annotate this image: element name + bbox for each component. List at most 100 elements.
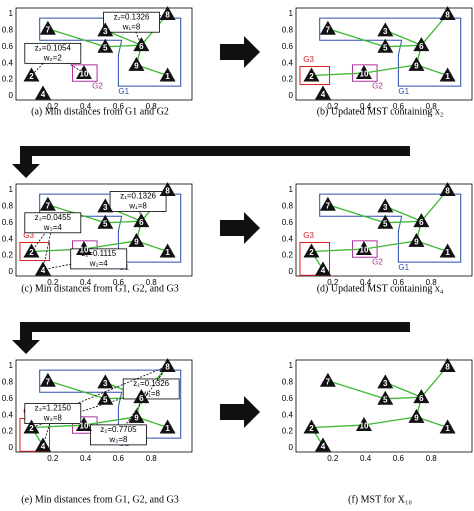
node-triangle xyxy=(377,38,394,53)
node-label: 4 xyxy=(321,266,326,275)
node-triangle xyxy=(377,390,394,405)
node-triangle xyxy=(34,437,51,452)
node-label: 6 xyxy=(139,394,144,403)
plot-frame xyxy=(295,183,473,277)
annotation-text: w₂=2 xyxy=(43,53,63,62)
node-label: 1 xyxy=(165,72,170,81)
caption: (c) Min distances from G1, G2, and G3 xyxy=(21,283,178,294)
node-triangle xyxy=(377,22,394,37)
node-label: 9 xyxy=(134,237,139,246)
annotation-box xyxy=(24,42,82,64)
node-triangle xyxy=(133,389,150,404)
panel: 0 0.2 0.4 0.6 0.8 1 0.2 0.4 0.6 0.8 G1 G2 G3 1 2 3 4 5 6 7 8… xyxy=(282,6,473,117)
group-label: G3 xyxy=(303,231,314,240)
group-label: G1 xyxy=(398,87,409,96)
node-label: 6 xyxy=(419,394,424,403)
x-tick-label: 0.2 xyxy=(327,278,339,287)
panel: 0 0.2 0.4 0.6 0.8 1 0.2 0.4 0.6 0.8 1 2 3 4 5 6 7 8 9 10 (f)… xyxy=(282,358,473,505)
node-triangle xyxy=(314,85,331,100)
node-label: 10 xyxy=(360,70,369,79)
annotation-box xyxy=(24,403,82,424)
edge xyxy=(83,240,137,250)
x-tick-label: 0.6 xyxy=(113,102,125,111)
edge xyxy=(327,28,386,48)
edge xyxy=(385,29,422,46)
node-label: 4 xyxy=(41,90,46,99)
edge xyxy=(385,205,422,222)
annotation-text: w₁=8 xyxy=(128,202,147,211)
plot-frame xyxy=(15,7,193,101)
node-triangle xyxy=(413,213,430,228)
y-tick-label: 0 xyxy=(289,91,294,100)
node-label: 1 xyxy=(165,424,170,433)
panel: 00.20.40.60.810.2 0.4 0.6 0.8G1G2z₁=0.1326w… xyxy=(2,6,193,117)
node-triangle xyxy=(439,67,456,82)
group-label: G2 xyxy=(372,81,383,90)
node-label: 2 xyxy=(309,72,314,81)
plot-frame xyxy=(295,7,473,101)
node-triangle xyxy=(34,85,51,100)
node-label: 1 xyxy=(445,248,450,257)
node-label: 7 xyxy=(326,377,331,386)
node-triangle xyxy=(377,374,394,389)
node-triangle xyxy=(97,198,114,213)
node-triangle xyxy=(128,56,145,71)
node-triangle xyxy=(128,408,145,423)
x-tick-label: 0.4 xyxy=(80,278,92,287)
y-tick-label: 0.8 xyxy=(282,26,294,35)
node-triangle xyxy=(97,390,114,405)
caption: (b) Updated MST containing x₂ xyxy=(317,106,444,117)
y-tick-label: 0.8 xyxy=(2,26,14,35)
caption: (d) Updated MST containing x₄ xyxy=(317,283,444,294)
plot-frame xyxy=(15,359,193,453)
node-label: 6 xyxy=(139,42,144,51)
annotation-text: z₂=0.1115 xyxy=(81,249,117,258)
caption: (f) MST for X₁₀ xyxy=(348,494,412,505)
x-tick-label: 0.8 xyxy=(426,102,438,111)
group-g1 xyxy=(319,17,462,87)
node-triangle xyxy=(377,198,394,213)
y-tick-label: 0.2 xyxy=(282,251,294,260)
x-tick-label: 0.2 xyxy=(327,102,339,111)
node-triangle xyxy=(23,419,40,434)
node-label: 5 xyxy=(103,395,108,404)
edge xyxy=(105,29,142,46)
x-tick-label: 0.8 xyxy=(146,278,158,287)
group-g1 xyxy=(39,369,182,439)
node-label: 7 xyxy=(326,201,331,210)
node-label: 6 xyxy=(419,42,424,51)
node-triangle xyxy=(75,417,92,432)
x-tick-label: 0.8 xyxy=(146,454,158,463)
node-label: 8 xyxy=(445,11,450,20)
node-triangle xyxy=(439,358,456,372)
edge xyxy=(385,396,422,400)
y-tick-label: 1 xyxy=(289,9,294,18)
x-tick-label: 0.6 xyxy=(113,454,125,463)
annotation-box xyxy=(90,424,147,446)
panel: 0 0.2 0.4 0.6 0.8 1 0.2 0.4 0.6 0.8 G1 G2 G3 1 2 3 4 5 6 7 8… xyxy=(282,182,473,294)
node-label: 3 xyxy=(103,379,108,388)
node-triangle xyxy=(355,241,372,256)
y-tick-label: 1 xyxy=(289,361,294,370)
node-triangle xyxy=(355,65,372,80)
node-label: 10 xyxy=(80,70,89,79)
node-triangle xyxy=(97,22,114,37)
node-label: 3 xyxy=(383,203,388,212)
y-tick-label: 0.6 xyxy=(2,218,14,227)
node-label: 9 xyxy=(134,413,139,422)
node-triangle xyxy=(319,20,336,35)
edge xyxy=(31,424,84,429)
y-tick-label: 0.4 xyxy=(282,410,294,419)
node-triangle xyxy=(408,232,425,247)
group-g1 xyxy=(39,193,182,263)
node-label: 8 xyxy=(165,187,170,196)
node-triangle xyxy=(159,67,176,82)
node-triangle xyxy=(97,38,114,53)
group-label: G2 xyxy=(92,81,103,90)
y-tick-label: 0.8 xyxy=(282,202,294,211)
node-label: 9 xyxy=(134,61,139,70)
node-triangle xyxy=(314,437,331,452)
arrows xyxy=(12,36,410,428)
edge xyxy=(47,380,106,400)
